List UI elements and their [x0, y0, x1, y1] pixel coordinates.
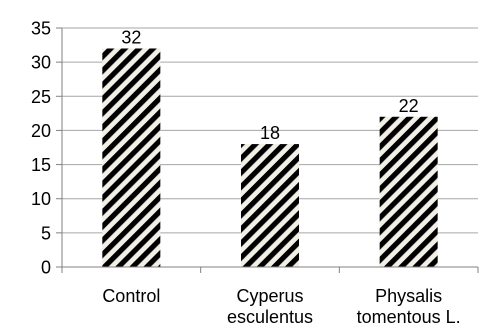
x-tick-label: tomentous L.	[357, 307, 461, 327]
x-tick-label: esculentus	[227, 307, 313, 327]
y-tick-label: 35	[31, 19, 51, 39]
y-tick-label: 20	[31, 121, 51, 141]
x-tick-label: Physalis	[375, 286, 442, 306]
y-tick-label: 5	[41, 223, 51, 243]
data-label: 22	[399, 96, 419, 116]
data-label: 32	[121, 27, 141, 47]
bars	[102, 48, 438, 268]
data-labels: 32 18 22	[121, 27, 418, 143]
x-tick-label: Control	[102, 286, 160, 306]
bar	[379, 116, 438, 268]
y-tick-label: 30	[31, 53, 51, 73]
y-tick-label: 15	[31, 155, 51, 175]
y-axis-ticks: 0 5 10 15 20 25 30 35	[31, 19, 62, 278]
y-tick-label: 0	[41, 258, 51, 278]
axes	[61, 28, 479, 273]
y-tick-label: 10	[31, 189, 51, 209]
bar	[241, 144, 299, 267]
bar	[102, 48, 161, 267]
y-tick-label: 25	[31, 87, 51, 107]
x-tick-label: Cyperus	[236, 286, 303, 306]
data-label: 18	[260, 123, 280, 143]
